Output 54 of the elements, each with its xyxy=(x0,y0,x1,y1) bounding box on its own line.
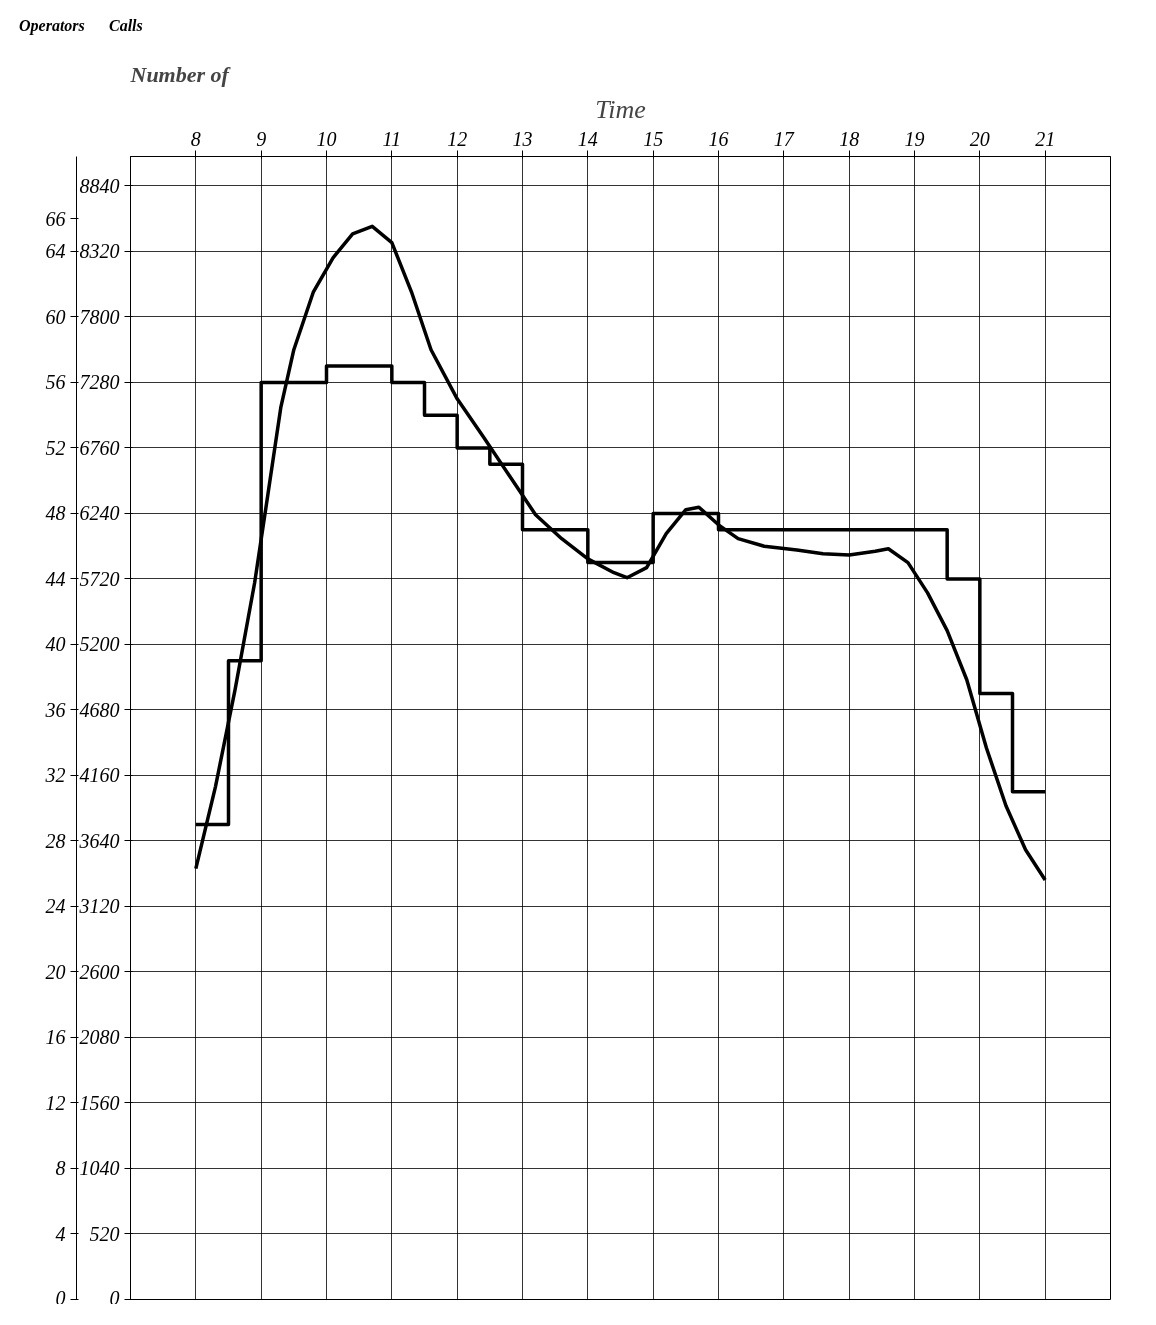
y-tick-label: 40 xyxy=(45,633,66,656)
x-tick-label: 11 xyxy=(382,127,402,150)
text: Operators xyxy=(19,16,85,37)
y2-tick-label: 5200 xyxy=(79,633,120,656)
y-tick-label: 20 xyxy=(45,960,66,983)
y-tick-label: 8 xyxy=(55,1157,66,1180)
y-tick-label: 48 xyxy=(45,502,66,525)
y2-tick-label: 7280 xyxy=(79,371,120,394)
text: Calls xyxy=(109,16,143,36)
y-tick-label: 52 xyxy=(45,436,66,459)
x-tick-label: 18 xyxy=(839,127,860,150)
chart-title: Number of xyxy=(129,61,232,87)
x-tick-label: 17 xyxy=(773,127,795,150)
x-tick-label: 10 xyxy=(316,127,337,150)
x-tick-label: 19 xyxy=(904,127,925,150)
x-tick-label: 9 xyxy=(256,127,267,150)
y-tick-label: 4 xyxy=(55,1223,66,1245)
y2-tick-label: 520 xyxy=(89,1223,120,1245)
x-tick-label: 16 xyxy=(708,127,729,150)
y2-tick-label: 1040 xyxy=(79,1157,120,1180)
y2-tick-label: 6760 xyxy=(79,436,120,459)
y2-tick-label: 2080 xyxy=(79,1026,120,1049)
y-tick-label: 56 xyxy=(45,371,66,394)
y-tick-label: 24 xyxy=(45,895,66,918)
x-tick-label: 21 xyxy=(1035,127,1056,150)
x-tick-label: 15 xyxy=(643,127,664,150)
x-axis-title: Time xyxy=(595,94,646,124)
y2-tick-label: 3640 xyxy=(78,829,120,852)
y-tick-label: 36 xyxy=(44,698,66,721)
y-tick-label: 66 xyxy=(45,207,66,230)
y-tick-label: 44 xyxy=(45,567,66,590)
y-tick-label: 32 xyxy=(44,764,66,787)
y-tick-label: 28 xyxy=(45,829,66,852)
y2-tick-label: 3120 xyxy=(78,895,120,918)
y2-tick-label: 1560 xyxy=(79,1092,120,1114)
y-tick-label: 16 xyxy=(45,1026,66,1049)
y2-tick-label: 8320 xyxy=(79,240,120,263)
y2-tick-label: 4680 xyxy=(79,698,120,721)
x-tick-label: 13 xyxy=(512,127,533,150)
y2-tick-label: 4160 xyxy=(79,764,120,787)
y-tick-label: 0 xyxy=(55,1286,66,1309)
y-tick-label: 12 xyxy=(45,1092,66,1114)
y-tick-label: 60 xyxy=(45,305,66,328)
y2-tick-label: 0 xyxy=(109,1286,120,1309)
x-tick-label: 8 xyxy=(190,127,201,150)
x-tick-label: 20 xyxy=(969,127,990,150)
y2-tick-label: 5720 xyxy=(79,567,120,590)
x-tick-label: 14 xyxy=(577,127,598,150)
y-tick-label: 64 xyxy=(45,240,66,263)
y2-tick-label: 8840 xyxy=(79,174,120,197)
y2-tick-label: 7800 xyxy=(79,305,120,328)
y2-tick-label: 2600 xyxy=(79,960,120,983)
x-tick-label: 12 xyxy=(447,127,468,150)
y2-tick-label: 6240 xyxy=(79,502,120,525)
